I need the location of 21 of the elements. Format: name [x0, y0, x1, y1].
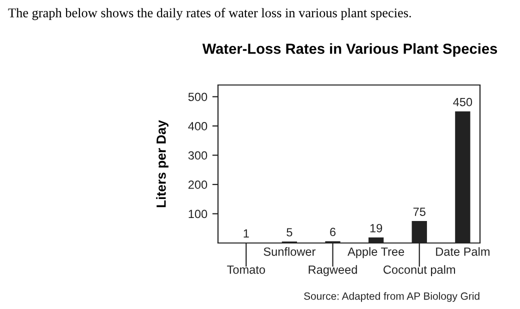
x-tick-label: Sunflower: [264, 247, 316, 256]
y-tick-label: 400: [188, 122, 208, 130]
data-label: 19: [370, 224, 382, 232]
data-label: 6: [330, 228, 336, 236]
source-note: Source: Adapted from AP Biology Grid: [304, 292, 480, 302]
x-tick-label: Apple Tree: [348, 247, 404, 258]
data-label: 75: [413, 208, 426, 216]
y-axis-title: Liters per Day: [156, 120, 168, 208]
data-label: 450: [453, 98, 472, 106]
data-label: 1: [244, 229, 249, 238]
y-tick-label: 100: [188, 210, 208, 218]
x-tick-label: Date Palm: [436, 247, 490, 256]
y-tick-label: 300: [188, 151, 208, 160]
x-tick-label: Coconut palm: [384, 265, 456, 276]
chart-subtitle: The graph below shows the daily rates of water loss in various plant species.: [8, 8, 411, 20]
y-tick-label: 500: [188, 92, 208, 102]
x-tick-label: Tomato: [227, 266, 266, 274]
data-label: 5: [286, 228, 292, 236]
x-tick-label: Ragweed: [308, 265, 357, 276]
chart-title: Water-Loss Rates in Various Plant Species: [202, 43, 498, 57]
y-tick-label: 200: [188, 180, 208, 189]
